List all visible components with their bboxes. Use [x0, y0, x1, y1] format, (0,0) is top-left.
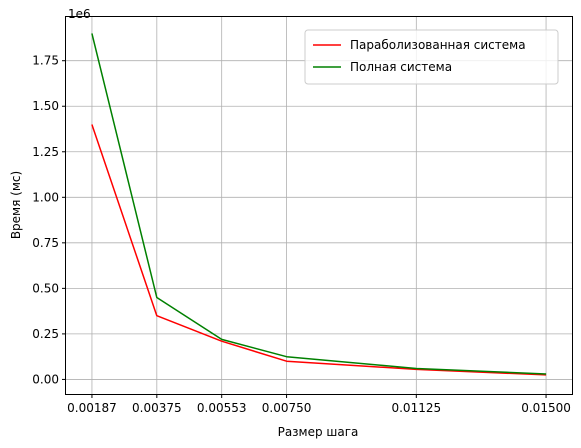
y-tick-label: 0.25: [32, 327, 59, 341]
x-tick-label: 0.01125: [391, 401, 441, 415]
x-tick-label: 0.00750: [262, 401, 312, 415]
legend: Параболизованная система Полная система: [304, 29, 559, 85]
x-axis-label: Размер шага: [278, 425, 359, 439]
y-axis-label: Время (мс): [9, 171, 23, 239]
series-line-1: [91, 124, 547, 376]
y-tick-label: 0.75: [32, 236, 59, 250]
legend-frame: [304, 29, 559, 85]
x-tick-label: 0.01500: [521, 401, 571, 415]
x-tick-label: 0.00553: [197, 401, 247, 415]
x-tick-label: 0.00187: [67, 401, 117, 415]
y-offset-label: 1e6: [68, 7, 91, 21]
series-lines: [91, 33, 547, 376]
legend-label: Параболизованная система: [350, 38, 526, 52]
y-tick-label: 1.00: [32, 190, 59, 204]
y-tick-label: 1.50: [32, 99, 59, 113]
y-tick-label: 1.75: [32, 54, 59, 68]
axis-ticks: 0.00187 0.00375 0.00553 0.00750 0.01125 0.015…: [32, 54, 571, 415]
y-tick-label: 0.50: [32, 281, 59, 295]
plot-area-frame: [65, 16, 573, 395]
x-tick-label: 0.00375: [132, 401, 182, 415]
y-tick-label: 0.00: [32, 372, 59, 386]
series-line-2: [91, 33, 547, 375]
legend-label: Полная система: [350, 60, 452, 74]
y-tick-label: 1.25: [32, 145, 59, 159]
